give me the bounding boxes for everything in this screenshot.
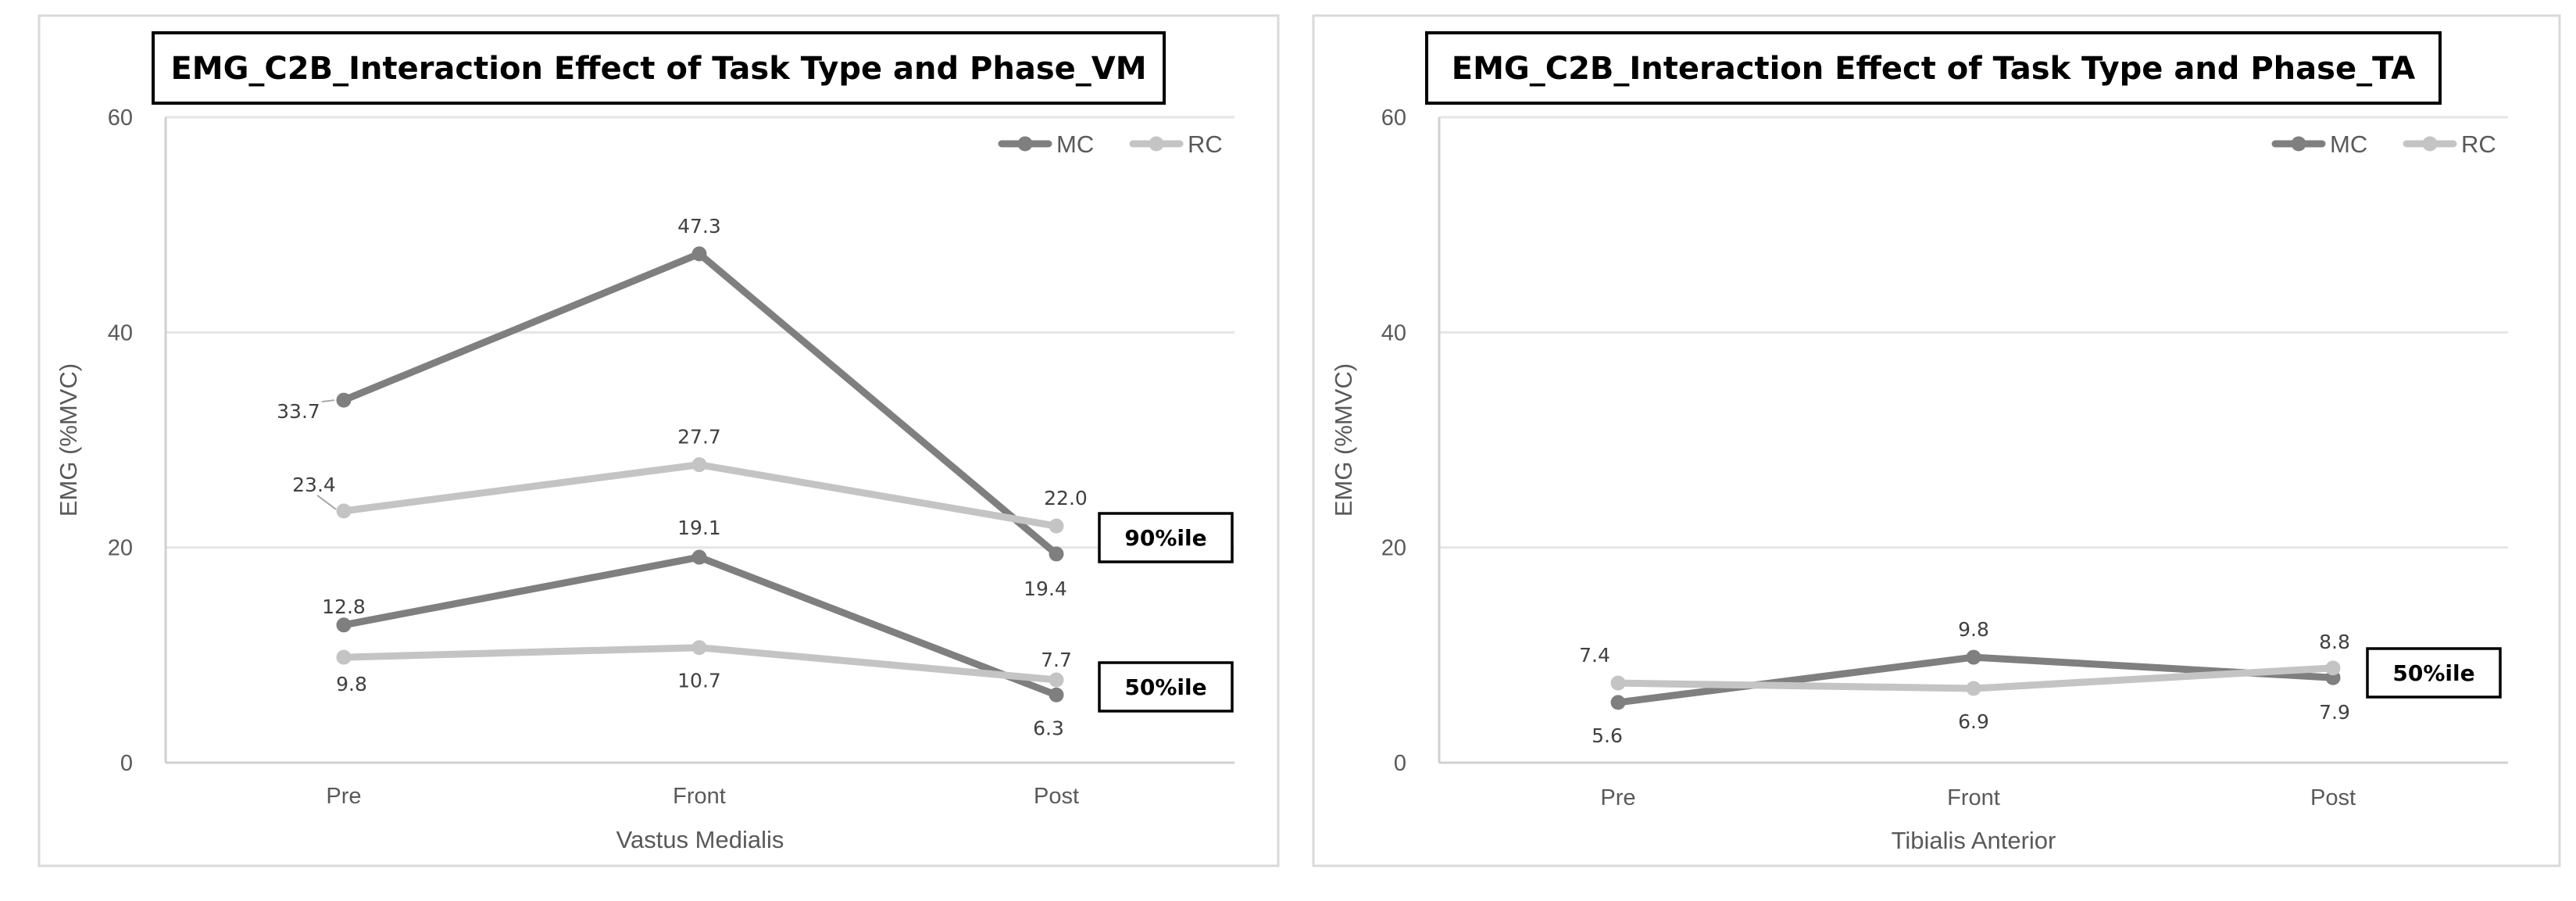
data-point-mc [1966,649,1981,665]
data-label: 10.7 [677,670,721,692]
y-axis-title: EMG (%MVC) [1330,363,1357,517]
data-label: 33.7 [277,400,320,423]
percentile-label: 50%ile [2392,660,2474,686]
x-axis-title: Vastus Medialis [616,826,784,853]
legend-marker-mc [2291,136,2306,152]
data-point-rc [691,457,707,473]
percentile-label: 90%ile [1124,525,1206,551]
percentile-box [2366,647,2502,699]
data-point-mc [336,392,352,408]
data-point-mc [1049,687,1064,703]
x-axis-title: Tibialis Anterior [1892,827,2056,854]
data-point-rc [1610,675,1626,691]
data-label: 19.1 [677,517,721,539]
data-label: 6.9 [1958,710,1989,733]
legend-label-rc: RC [1188,131,1223,158]
data-label: 7.7 [1041,649,1072,671]
y-axis-title: EMG (%MVC) [55,363,82,517]
y-tick-label: 40 [108,320,133,345]
percentile-label: 50%ile [1124,674,1206,700]
leader-line [316,495,337,510]
x-tick-label: Front [673,784,726,809]
data-label: 12.8 [322,595,366,618]
x-tick-label: Pre [1600,785,1635,810]
data-label: 19.4 [1024,577,1067,600]
x-tick-label: Front [1947,785,2000,810]
percentile-box [1098,661,1234,713]
y-tick-label: 60 [108,105,133,131]
data-point-mc [336,617,352,633]
data-point-rc [1049,518,1064,534]
data-point-rc [1966,681,1981,696]
y-tick-label: 0 [1394,751,1406,776]
data-point-mc [691,246,707,262]
data-label: 7.4 [1579,644,1610,667]
data-label: 23.4 [292,474,336,496]
chart-title-box [152,31,1166,105]
data-point-mc [1610,695,1626,710]
data-label: 7.9 [2319,701,2350,724]
legend-label-mc: MC [2330,131,2367,158]
data-point-rc [691,640,707,656]
data-point-rc [336,503,352,519]
x-tick-label: Pre [326,784,361,809]
chart-frame [38,14,1280,867]
chart-frame [1312,14,2561,867]
data-label: 5.6 [1592,724,1623,747]
data-point-rc [336,649,352,665]
chart-panel-1: EMG_C2B_Interaction Effect of Task Type … [38,14,1280,867]
x-tick-label: Post [1034,784,1079,809]
y-tick-label: 40 [1381,320,1406,345]
x-tick-label: Post [2310,785,2356,810]
data-point-mc [691,549,707,565]
leader-line [321,399,335,403]
percentile-box [1098,512,1234,563]
y-tick-label: 60 [1381,105,1406,131]
data-point-mc [1049,546,1064,562]
y-tick-label: 0 [120,751,133,776]
data-label: 9.8 [1958,618,1989,641]
chart-title: EMG_C2B_Interaction Effect of Task Type … [170,51,1146,87]
data-point-rc [2325,660,2341,676]
legend-marker-rc [1149,136,1164,152]
data-label: 8.8 [2319,631,2350,653]
y-tick-label: 20 [1381,536,1406,561]
data-point-rc [1049,672,1064,688]
legend-label-rc: RC [2461,131,2496,158]
data-label: 22.0 [1044,487,1088,509]
data-label: 27.7 [677,426,721,449]
legend-marker-rc [2422,136,2438,152]
data-label: 6.3 [1033,717,1064,739]
y-tick-label: 20 [108,536,133,561]
chart-panel-2: EMG_C2B_Interaction Effect of Task Type … [1312,14,2561,867]
legend-label-mc: MC [1056,131,1094,158]
legend-marker-mc [1017,136,1033,152]
data-label: 9.8 [336,673,367,695]
data-label: 47.3 [677,215,721,238]
chart-title: EMG_C2B_Interaction Effect of Task Type … [1452,51,2416,87]
chart-title-box [1425,31,2442,105]
